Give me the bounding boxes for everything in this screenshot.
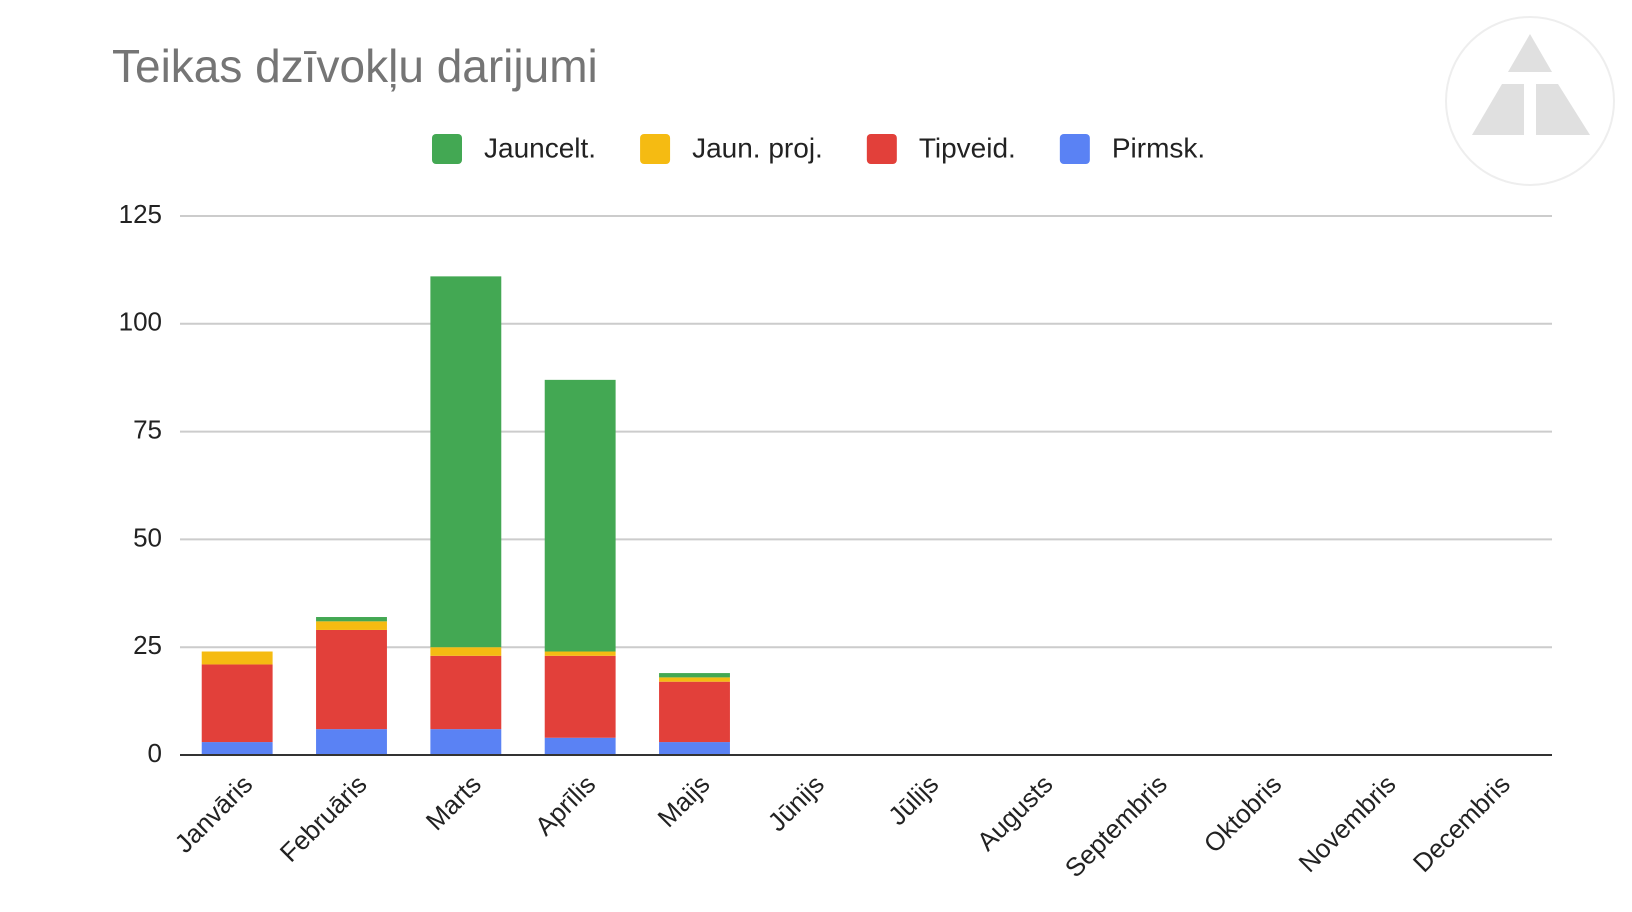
y-tick-label: 50 — [133, 522, 162, 552]
bar-segment — [430, 729, 502, 755]
bar-segment — [316, 629, 387, 730]
legend-swatch — [432, 134, 462, 164]
bar-segment — [544, 651, 616, 656]
legend-label: Pirmsk. — [1112, 132, 1205, 163]
bar-segment — [201, 742, 273, 755]
bar-segment — [659, 742, 730, 755]
chart-title: Teikas dzīvokļu darijumi — [112, 40, 598, 92]
bar-segment — [430, 276, 502, 648]
y-tick-label: 100 — [119, 307, 162, 337]
legend-label: Jauncelt. — [484, 132, 596, 163]
bar-segment — [316, 729, 387, 755]
bar-segment — [316, 617, 387, 622]
y-tick-label: 75 — [133, 414, 162, 444]
bar-segment — [659, 677, 730, 682]
logo — [1445, 16, 1615, 186]
bar-segment — [659, 681, 730, 743]
legend-swatch — [1059, 134, 1090, 164]
y-tick-label: 0 — [148, 738, 162, 768]
legend-swatch — [640, 134, 671, 164]
legend-swatch — [866, 134, 897, 164]
y-tick-label: 25 — [133, 630, 162, 660]
bar-segment — [201, 651, 273, 665]
y-tick-label: 125 — [119, 199, 162, 229]
bar-segment — [544, 379, 616, 652]
legend-label: Jaun. proj. — [692, 132, 823, 163]
bar-segment — [430, 647, 502, 656]
bar-segment — [316, 621, 387, 630]
bar-segment — [544, 737, 616, 755]
legend-label: Tipveid. — [919, 132, 1016, 163]
bar-segment — [201, 664, 273, 743]
bar-segment — [430, 655, 502, 730]
bar-segment — [544, 655, 616, 738]
bar-segment — [659, 673, 730, 678]
